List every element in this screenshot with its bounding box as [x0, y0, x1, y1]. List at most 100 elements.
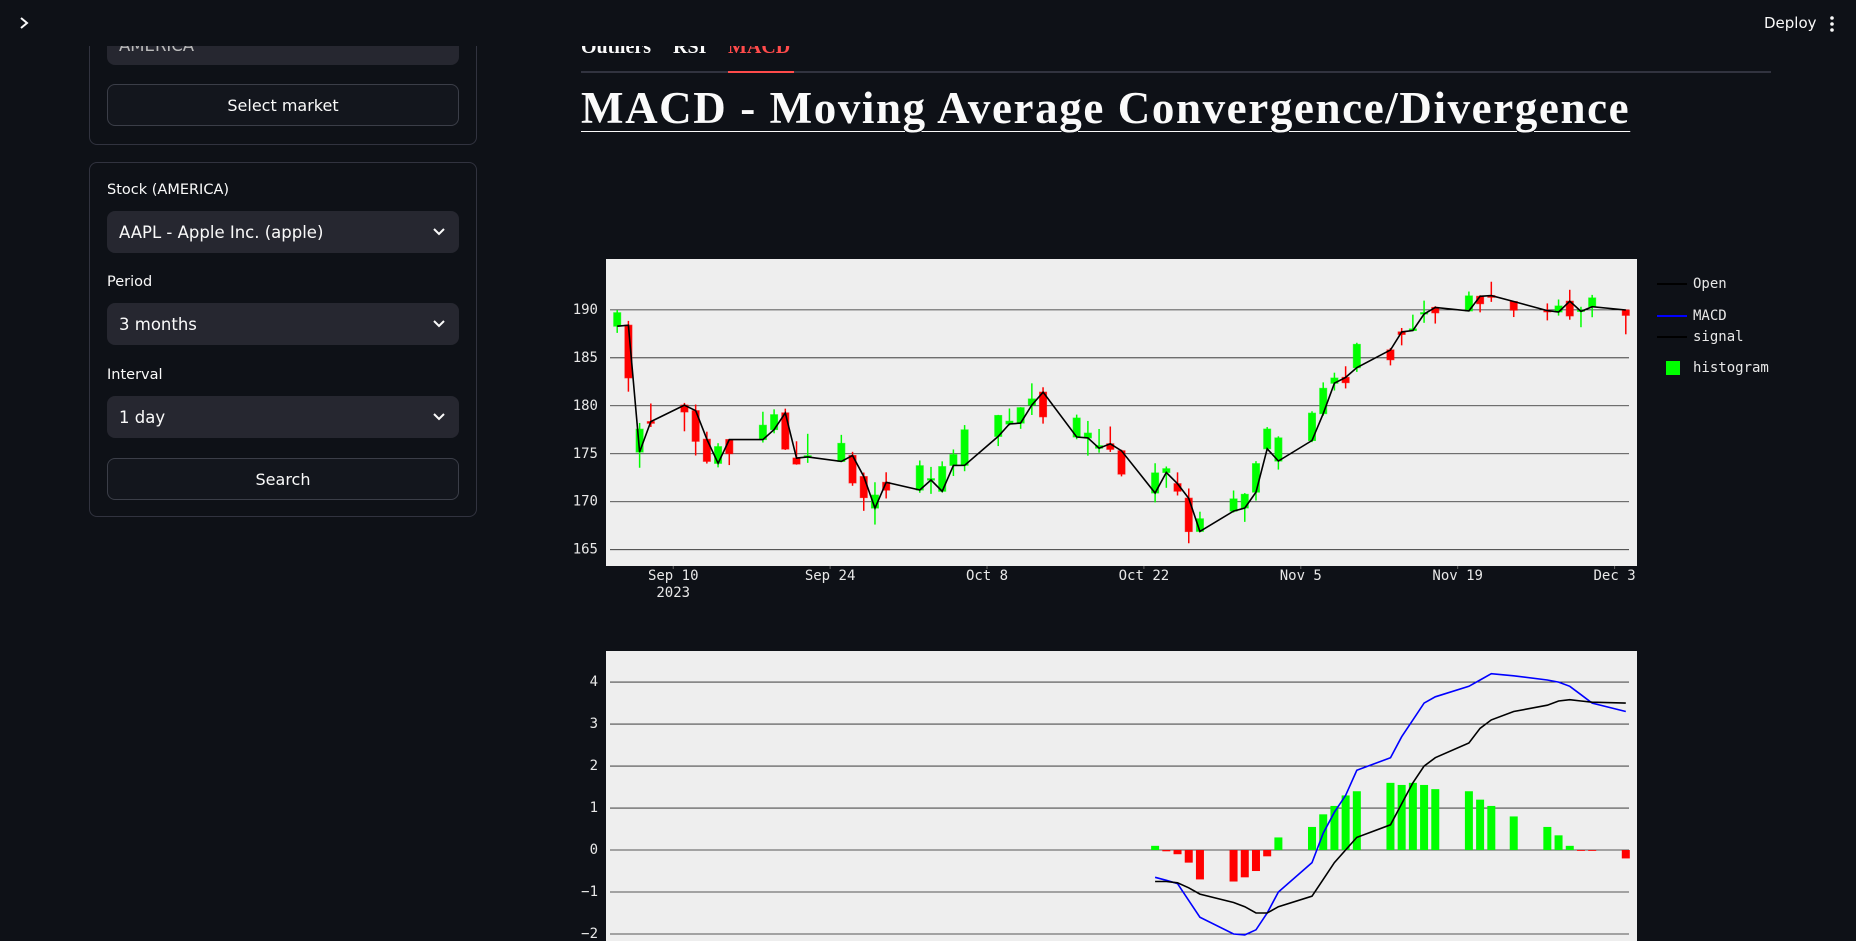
histogram-bar: [1487, 805, 1496, 851]
histogram-bar: [1330, 805, 1339, 851]
series-line: [1154, 672, 1626, 936]
x-tick-label: Nov 5: [1280, 568, 1322, 584]
histogram-bar: [1184, 850, 1193, 863]
period-label: Period: [107, 274, 153, 290]
stock-box: Stock (AMERICA) AAPL - Apple Inc. (apple…: [89, 162, 477, 517]
candle-body: [1263, 428, 1272, 450]
x-tick-label: Sep 10: [648, 568, 699, 584]
y-tick-label: 190: [573, 302, 598, 318]
histogram-bar: [1341, 795, 1350, 851]
candle-body: [714, 446, 723, 464]
interval-label: Interval: [107, 367, 163, 383]
candle-body: [613, 312, 622, 327]
x-tick-label: Oct 8: [966, 568, 1008, 584]
histogram-bar: [1554, 835, 1563, 851]
candle-body: [1016, 407, 1025, 424]
series-line: [1155, 698, 1626, 914]
histogram-bar: [1274, 837, 1283, 851]
histogram-bar: [1397, 784, 1406, 851]
y-tick-label: 165: [573, 542, 598, 558]
histogram-bar: [1543, 826, 1552, 851]
y-tick-label: 4: [590, 674, 598, 690]
stock-label: Stock (AMERICA): [107, 182, 230, 198]
deploy-button[interactable]: Deploy: [1764, 14, 1817, 32]
x-tick-label: Oct 22: [1119, 568, 1170, 584]
candle-body: [949, 454, 958, 466]
tab-highlight: [728, 71, 794, 73]
histogram-bar: [1251, 850, 1260, 872]
x-tick-label: Sep 24: [805, 568, 856, 584]
y-tick-label: 1: [590, 800, 598, 816]
chevron: [433, 413, 445, 421]
candle-body: [1319, 387, 1328, 415]
y-tick-label: −1: [581, 884, 598, 900]
histogram-bar: [1263, 850, 1272, 857]
top-bar: Deploy: [0, 0, 1856, 46]
candle-body: [1251, 463, 1260, 493]
y-tick-label: 180: [573, 398, 598, 414]
tab-rule: [581, 71, 1771, 73]
y-tick-label: 185: [573, 350, 598, 366]
legend-label: Open: [1693, 276, 1727, 292]
histogram-bar: [1195, 850, 1204, 880]
candle-body: [1588, 297, 1597, 308]
interval-value: 1 day: [119, 407, 166, 427]
search-button[interactable]: Search: [107, 458, 459, 500]
candle-body: [960, 429, 969, 466]
histogram-bar: [1576, 850, 1585, 851]
page-title: MACD - Moving Average Convergence/Diverg…: [581, 83, 1631, 133]
interval-select[interactable]: 1 day: [107, 396, 459, 438]
histogram-bar: [1352, 791, 1361, 851]
histogram-bar: [1408, 782, 1417, 851]
legend-label: signal: [1693, 329, 1744, 345]
x-tick-label: Nov 19: [1432, 568, 1483, 584]
candle-body: [837, 442, 846, 462]
chevron: [433, 228, 445, 236]
legend-label: histogram: [1693, 360, 1769, 376]
histogram-bar: [1565, 845, 1574, 851]
histogram-bar: [1173, 850, 1182, 855]
y-tick-label: 175: [573, 446, 598, 462]
histogram-bar: [1229, 850, 1238, 882]
candle-body: [792, 457, 801, 465]
y-tick-label: 3: [590, 716, 598, 732]
histogram-bar: [1240, 850, 1249, 878]
legend-label: MACD: [1693, 308, 1727, 324]
period-select[interactable]: 3 months: [107, 303, 459, 345]
plot-area: [613, 281, 1630, 544]
plot-area: [1151, 672, 1630, 936]
stock-select[interactable]: AAPL - Apple Inc. (apple): [107, 211, 459, 253]
candle-body: [781, 412, 790, 450]
candle-body: [915, 465, 924, 491]
histogram-bar: [1588, 850, 1597, 851]
histogram-bar: [1308, 826, 1317, 851]
y-tick-label: 0: [590, 842, 598, 858]
histogram-bar: [1386, 782, 1395, 851]
plot-background: [606, 651, 1637, 941]
y-tick-label: −2: [581, 926, 598, 941]
y-tick-label: 2: [590, 758, 598, 774]
histogram-bar: [1476, 799, 1485, 851]
chevron: [433, 320, 445, 328]
sidebar-toggle[interactable]: [18, 16, 30, 30]
x-year-label: 2023: [656, 585, 690, 601]
open-line: [617, 294, 1626, 533]
y-tick-label: 170: [573, 494, 598, 510]
histogram-bar: [1464, 791, 1473, 851]
histogram-bar: [1621, 850, 1630, 859]
candle-body: [859, 476, 868, 499]
menu-button[interactable]: [1829, 15, 1835, 33]
histogram-bar: [1151, 845, 1160, 851]
histogram-bar: [1431, 789, 1440, 851]
candle-body: [1229, 498, 1238, 512]
histogram-bar: [1420, 784, 1429, 851]
legend-swatch: [1666, 361, 1680, 375]
x-tick-label: Dec 3: [1594, 568, 1636, 584]
stock-value: AAPL - Apple Inc. (apple): [119, 222, 324, 242]
period-value: 3 months: [119, 314, 197, 334]
histogram-bar: [1162, 850, 1171, 852]
candle-body: [1352, 343, 1361, 369]
select-market-button[interactable]: Select market: [107, 84, 459, 126]
